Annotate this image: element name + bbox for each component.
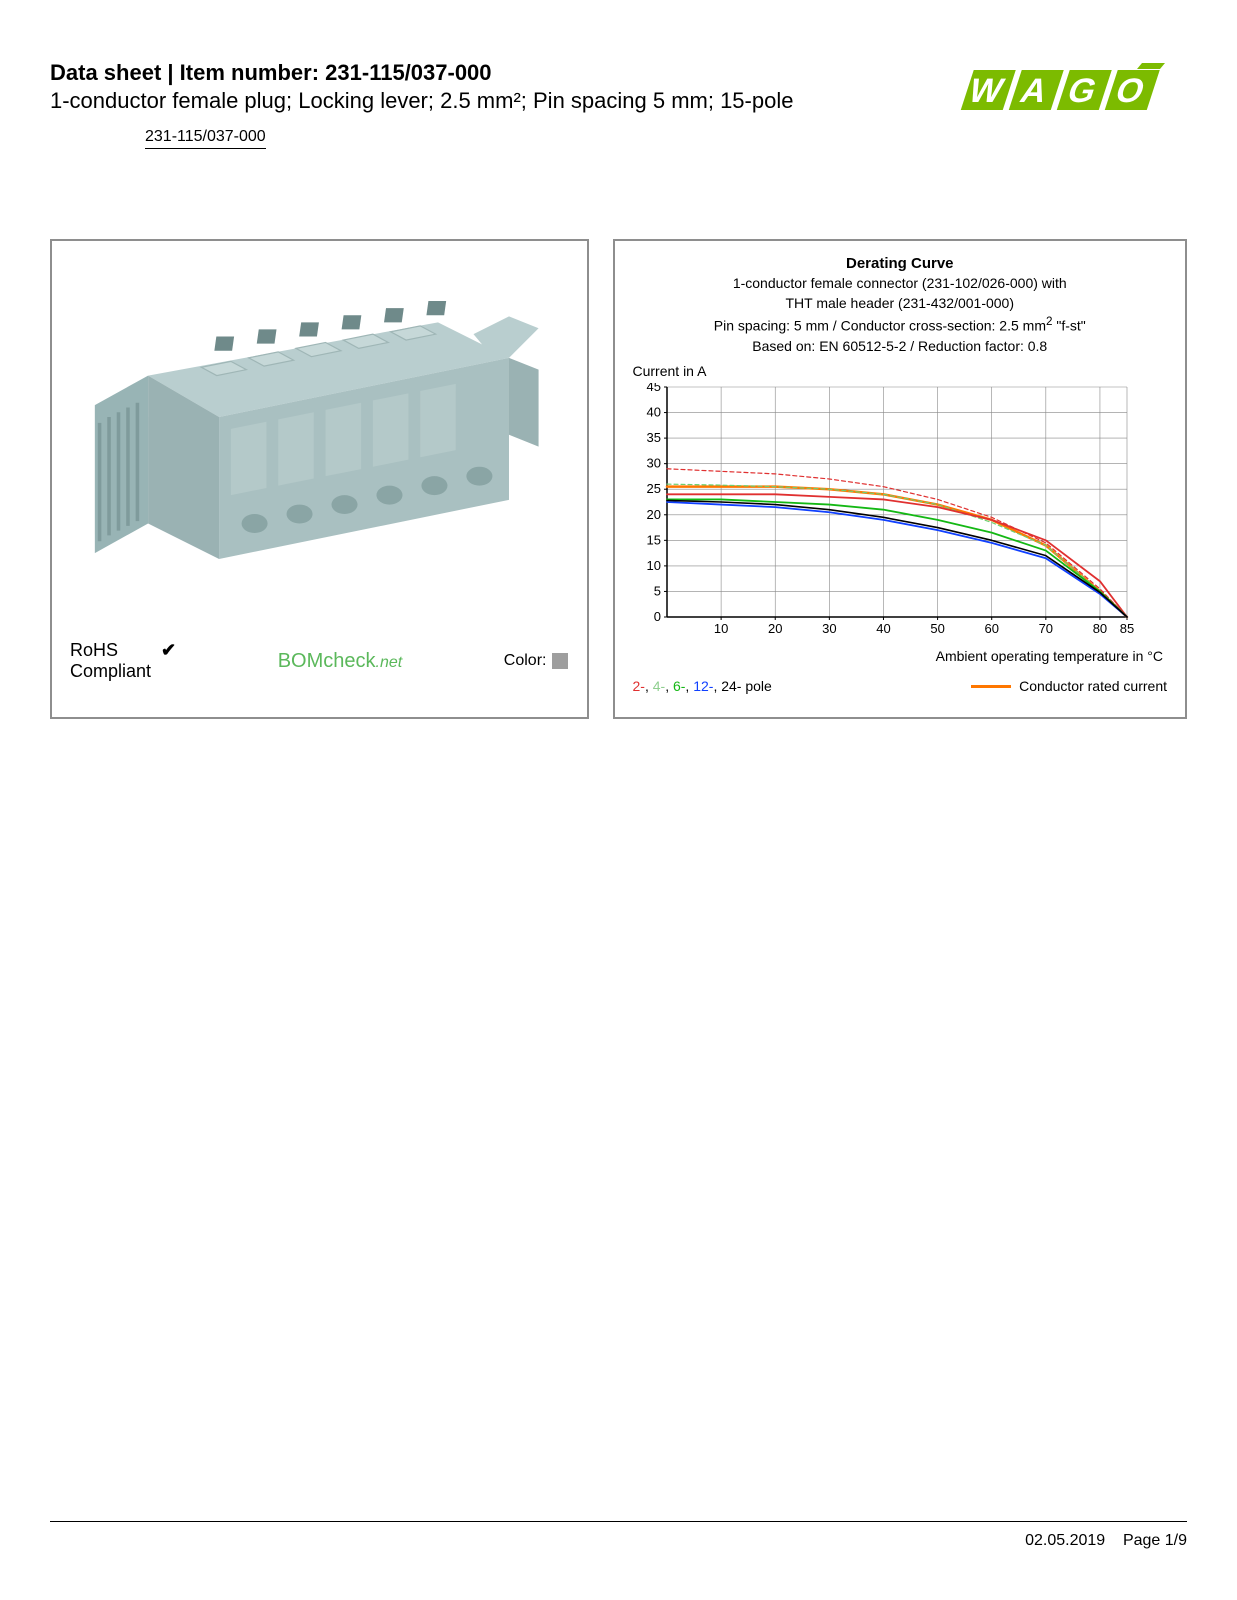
chart-ylabel: Current in A <box>633 363 1168 379</box>
svg-text:35: 35 <box>646 431 660 446</box>
chart-sub3a: Pin spacing: 5 mm / Conductor cross-sect… <box>714 318 1046 334</box>
svg-text:10: 10 <box>713 621 727 636</box>
bomcheck-text: BOMcheck <box>278 650 376 672</box>
header-text: Data sheet | Item number: 231-115/037-00… <box>50 60 947 149</box>
svg-text:50: 50 <box>930 621 944 636</box>
svg-text:30: 30 <box>646 456 660 471</box>
chart-plot: 0 5 10 15 20 25 30 35 40 45 10 20 30 40 50 60 70 80 85 <box>633 383 1168 642</box>
svg-text:80: 80 <box>1092 621 1106 636</box>
chart-sub1: 1-conductor female connector (231-102/02… <box>633 274 1168 292</box>
svg-text:45: 45 <box>646 383 660 394</box>
left-panel-footer: RoHS Compliant ✔ BOMcheck.net Color: <box>52 640 587 717</box>
chart-xlabel: Ambient operating temperature in °C <box>633 648 1168 664</box>
page: Data sheet | Item number: 231-115/037-00… <box>0 0 1237 1600</box>
svg-text:30: 30 <box>822 621 836 636</box>
compliant-label: Compliant <box>70 661 151 683</box>
legend-conductor-text: Conductor rated current <box>1019 678 1167 694</box>
svg-text:25: 25 <box>646 482 660 497</box>
svg-text:60: 60 <box>984 621 998 636</box>
part-number-link[interactable]: 231-115/037-000 <box>145 128 266 149</box>
subtitle: 1-conductor female plug; Locking lever; … <box>50 88 947 114</box>
bomcheck-logo: BOMcheck.net <box>278 650 403 673</box>
chart-sub4: Based on: EN 60512-5-2 / Reduction facto… <box>633 337 1168 355</box>
panels-row: RoHS Compliant ✔ BOMcheck.net Color: Der… <box>50 239 1187 719</box>
color-label-text: Color: <box>504 652 547 670</box>
derating-chart-panel: Derating Curve 1-conductor female connec… <box>613 239 1188 719</box>
color-indicator: Color: <box>504 652 569 670</box>
svg-text:85: 85 <box>1119 621 1133 636</box>
svg-text:20: 20 <box>646 507 660 522</box>
footer-page: Page 1/9 <box>1123 1532 1187 1549</box>
wago-logo: W A G O <box>947 60 1187 125</box>
rohs-compliant: RoHS Compliant ✔ <box>70 640 176 683</box>
check-icon: ✔ <box>161 640 176 662</box>
svg-text:70: 70 <box>1038 621 1052 636</box>
chart-legend: 2-, 4-, 6-, 12-, 24- pole Conductor rate… <box>633 678 1168 694</box>
footer-date: 02.05.2019 <box>1025 1532 1105 1549</box>
header: Data sheet | Item number: 231-115/037-00… <box>50 60 1187 149</box>
color-swatch <box>552 653 568 669</box>
chart-sub2: THT male header (231-432/001-000) <box>633 294 1168 312</box>
svg-text:10: 10 <box>646 558 660 573</box>
svg-text:5: 5 <box>653 584 660 599</box>
title-item-number: 231-115/037-000 <box>325 60 491 85</box>
chart-title: Derating Curve <box>633 255 1168 272</box>
product-image-panel: RoHS Compliant ✔ BOMcheck.net Color: <box>50 239 589 719</box>
page-footer: 02.05.2019 Page 1/9 <box>50 1521 1187 1550</box>
title-line: Data sheet | Item number: 231-115/037-00… <box>50 60 947 86</box>
svg-text:15: 15 <box>646 533 660 548</box>
title-label: Item number: <box>180 60 319 85</box>
product-image <box>52 241 587 640</box>
svg-text:20: 20 <box>768 621 782 636</box>
svg-text:0: 0 <box>653 609 660 624</box>
chart-sub3: Pin spacing: 5 mm / Conductor cross-sect… <box>633 314 1168 335</box>
title-sep: | <box>161 60 179 85</box>
legend-poles: 2-, 4-, 6-, 12-, 24- pole <box>633 678 772 694</box>
svg-text:40: 40 <box>646 405 660 420</box>
chart-sub3b: "f-st" <box>1052 318 1085 334</box>
title-prefix: Data sheet <box>50 60 161 85</box>
rohs-label: RoHS <box>70 640 151 662</box>
legend-conductor: Conductor rated current <box>971 678 1167 694</box>
conductor-line-icon <box>971 685 1011 688</box>
bomcheck-net: .net <box>376 654 403 671</box>
svg-text:40: 40 <box>876 621 890 636</box>
